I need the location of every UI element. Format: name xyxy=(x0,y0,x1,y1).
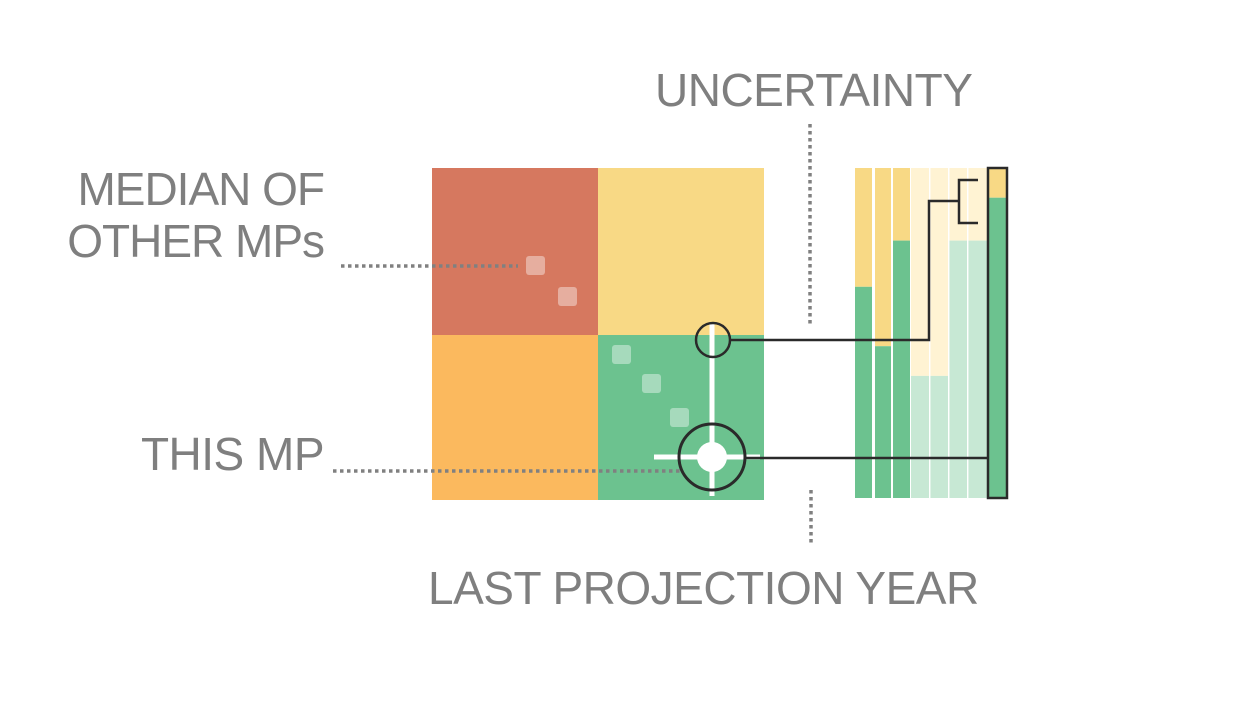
median-label-line-1: MEDIAN OF xyxy=(77,163,325,215)
bar-separator-2 xyxy=(891,168,893,498)
trajectory-points xyxy=(526,256,689,427)
uncertainty-bar-4-lower xyxy=(911,375,929,498)
uncertainty-bar-7-lower xyxy=(968,240,987,498)
quadrant-bottom-left xyxy=(432,335,598,500)
this-mp-label: THIS MP xyxy=(140,428,325,480)
median-connector xyxy=(730,199,959,342)
trajectory-point-2 xyxy=(558,287,577,306)
quadrant-matrix xyxy=(432,168,764,500)
dotted-leaders xyxy=(333,124,813,546)
this-mp-dot xyxy=(697,442,727,472)
uncertainty-bar-3-upper xyxy=(893,168,910,241)
quadrant-bottom-right xyxy=(598,335,764,500)
bar-separator-5 xyxy=(967,168,969,498)
uncertainty-bar-8-lower xyxy=(988,197,1007,498)
bar-separator-4 xyxy=(948,168,950,498)
uncertainty-bars xyxy=(855,166,1009,500)
uncertainty-bar-2-lower xyxy=(875,346,892,498)
uncertainty-bracket xyxy=(957,178,978,225)
uncertainty-bar-3-lower xyxy=(893,240,910,498)
uncertainty-bar-5-lower xyxy=(930,375,948,498)
uncertainty-bar-2-upper xyxy=(875,168,892,347)
trajectory-point-1 xyxy=(526,256,545,275)
median-label: MEDIAN OF OTHER MPs xyxy=(67,163,325,267)
connector-lines xyxy=(730,178,987,460)
uncertainty-bar-4-upper xyxy=(911,168,929,376)
bar-separator-1 xyxy=(872,168,874,498)
uncertainty-bar-1-upper xyxy=(855,168,872,287)
uncertainty-bar-6-lower xyxy=(949,240,967,498)
uncertainty-label: UNCERTAINTY xyxy=(655,64,973,116)
quadrant-top-right xyxy=(598,168,764,335)
uncertainty-bar-5-upper xyxy=(930,168,948,376)
trajectory-point-4 xyxy=(642,374,661,393)
last-projection-year-label: LAST PROJECTION YEAR xyxy=(428,562,979,614)
trajectory-point-3 xyxy=(612,345,631,364)
uncertainty-bar-8-outline xyxy=(986,166,1009,500)
trajectory-point-5 xyxy=(670,408,689,427)
quadrant-top-left xyxy=(432,168,598,335)
uncertainty-bar-1-lower xyxy=(855,286,872,498)
median-label-line-2: OTHER MPs xyxy=(67,215,325,267)
uncertainty-bar-8-upper xyxy=(988,168,1007,198)
